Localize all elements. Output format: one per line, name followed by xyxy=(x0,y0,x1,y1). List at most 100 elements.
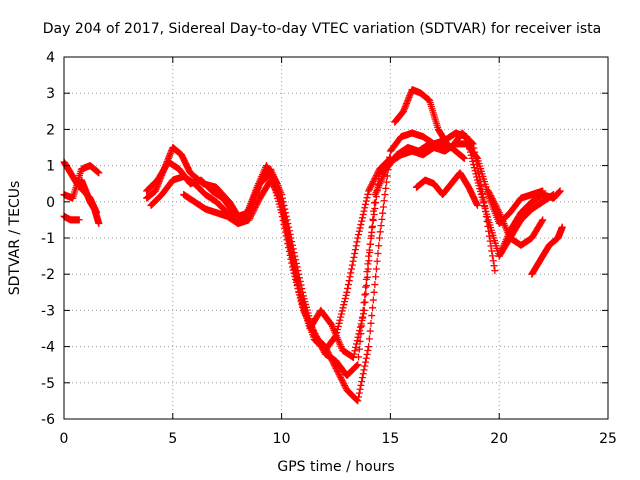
data-point-marker xyxy=(368,228,376,236)
data-point-marker xyxy=(278,202,286,210)
data-point-marker xyxy=(336,316,344,324)
data-point-marker xyxy=(335,319,343,327)
data-point-marker xyxy=(249,208,257,216)
grid-lines xyxy=(64,57,608,419)
data-point-marker xyxy=(274,190,282,198)
data-point-marker xyxy=(361,291,369,299)
data-point-marker xyxy=(485,232,493,240)
series-track-j xyxy=(413,169,481,209)
data-point-marker xyxy=(484,187,492,195)
data-point-marker xyxy=(358,214,366,222)
data-point-marker xyxy=(477,181,485,189)
data-point-marker xyxy=(353,396,361,404)
data-point-marker xyxy=(334,369,342,377)
data-point-marker xyxy=(364,190,372,198)
data-point-marker xyxy=(340,380,348,388)
data-point-marker xyxy=(342,291,350,299)
data-point-marker xyxy=(362,290,370,298)
data-point-marker xyxy=(334,367,342,375)
data-point-marker xyxy=(489,257,497,265)
data-point-marker xyxy=(486,237,494,245)
data-point-marker xyxy=(489,196,497,204)
data-point-marker xyxy=(250,207,258,215)
data-point-marker xyxy=(493,204,501,212)
data-point-marker xyxy=(489,252,497,260)
data-point-marker xyxy=(354,361,362,369)
data-point-marker xyxy=(356,385,364,393)
data-point-marker xyxy=(358,322,366,330)
series-track-h xyxy=(180,154,394,354)
data-point-marker xyxy=(358,374,366,382)
y-tick-label: 4 xyxy=(46,50,55,66)
x-tick-label: 5 xyxy=(168,431,177,447)
data-point-marker xyxy=(298,296,306,304)
data-point-marker xyxy=(335,371,343,379)
data-point-marker xyxy=(487,192,495,200)
data-point-marker xyxy=(337,374,345,382)
data-point-marker xyxy=(380,197,388,205)
data-point-marker xyxy=(366,184,374,192)
data-point-marker xyxy=(375,242,383,250)
data-point-marker xyxy=(358,314,366,322)
data-point-marker xyxy=(367,319,375,327)
data-point-marker xyxy=(357,381,365,389)
data-point-marker xyxy=(362,354,370,362)
data-point-marker xyxy=(270,182,278,190)
data-point-marker xyxy=(372,193,380,201)
series-track-g xyxy=(147,140,547,380)
data-point-marker xyxy=(480,198,488,206)
y-tick-label: 1 xyxy=(46,159,55,175)
data-point-marker xyxy=(297,292,305,300)
x-axis-label: GPS time / hours xyxy=(277,459,394,475)
data-point-marker xyxy=(286,240,294,248)
data-point-marker xyxy=(362,200,370,208)
data-point-marker xyxy=(360,299,368,307)
series-track-f xyxy=(143,129,499,361)
data-point-marker xyxy=(245,216,253,224)
data-point-marker xyxy=(344,284,352,292)
data-point-marker xyxy=(95,220,103,228)
data-point-marker xyxy=(366,327,374,335)
y-tick-label: 2 xyxy=(46,122,55,138)
data-point-marker xyxy=(377,222,385,230)
data-point-marker xyxy=(341,383,349,391)
data-point-marker xyxy=(362,275,370,283)
data-point-marker xyxy=(337,375,345,383)
data-point-marker xyxy=(486,190,494,198)
x-tick-label: 25 xyxy=(599,431,617,447)
data-point-marker xyxy=(341,295,349,303)
data-point-marker xyxy=(345,277,353,285)
data-point-marker xyxy=(361,362,369,370)
data-point-marker xyxy=(365,343,373,351)
data-point-marker xyxy=(253,200,261,208)
data-point-marker xyxy=(356,323,364,331)
data-point-marker xyxy=(354,234,362,242)
data-point-marker xyxy=(291,263,299,271)
data-point-marker xyxy=(331,333,339,341)
data-point-marker xyxy=(373,170,381,178)
data-point-marker xyxy=(334,326,342,334)
data-point-marker xyxy=(488,247,496,255)
data-point-marker xyxy=(294,277,302,285)
data-point-marker xyxy=(376,234,384,242)
series-track-m xyxy=(495,191,558,260)
data-point-marker xyxy=(490,198,498,206)
data-point-marker xyxy=(370,288,378,296)
data-point-marker xyxy=(383,178,391,186)
data-point-marker xyxy=(356,337,364,345)
data-point-marker xyxy=(338,307,346,315)
data-point-marker xyxy=(485,188,493,196)
data-point-marker xyxy=(485,227,493,235)
data-point-marker xyxy=(484,222,492,230)
data-point-marker xyxy=(386,154,394,162)
data-point-marker xyxy=(351,250,359,258)
series-track-i xyxy=(391,86,468,162)
data-point-marker xyxy=(288,252,296,260)
data-point-marker xyxy=(370,176,378,184)
data-point-marker xyxy=(295,281,303,289)
data-point-marker xyxy=(268,179,276,187)
y-tick-label: -5 xyxy=(41,376,55,392)
data-point-marker xyxy=(284,229,292,237)
data-point-marker xyxy=(337,313,345,321)
data-point-marker xyxy=(365,187,373,195)
